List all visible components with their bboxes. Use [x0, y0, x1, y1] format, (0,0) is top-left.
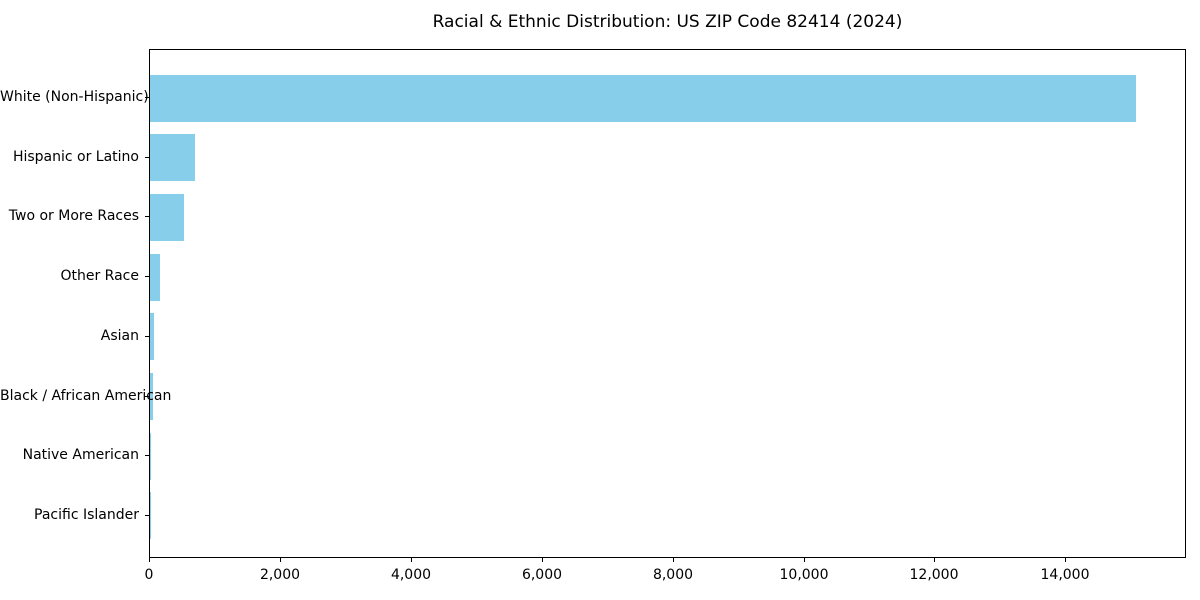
bar-asian — [150, 313, 154, 361]
bar-black-african-american — [150, 373, 153, 420]
y-tick-label: Pacific Islander — [34, 507, 139, 523]
x-tick-mark — [1065, 558, 1066, 562]
x-tick-mark — [673, 558, 674, 562]
y-tick-mark — [145, 276, 149, 277]
y-tick-label: Two or More Races — [8, 208, 139, 224]
y-tick-mark — [145, 97, 149, 98]
bar-other-race — [150, 253, 161, 301]
plot-area — [149, 49, 1186, 558]
y-tick-label: Hispanic or Latino — [12, 149, 139, 165]
x-tick-label: 0 — [144, 567, 154, 583]
x-tick-mark — [149, 558, 150, 562]
y-tick-label: Black / African American — [0, 388, 172, 404]
y-tick-mark — [145, 216, 149, 217]
chart-title: Racial & Ethnic Distribution: US ZIP Cod… — [432, 12, 903, 32]
y-tick-mark — [145, 515, 149, 516]
x-tick-mark — [280, 558, 281, 562]
x-tick-label: 6,000 — [521, 567, 563, 583]
x-tick-mark — [804, 558, 805, 562]
y-tick-mark — [145, 157, 149, 158]
x-tick-label: 8,000 — [652, 567, 694, 583]
bar-hispanic-or-latino — [150, 134, 196, 182]
x-tick-mark — [934, 558, 935, 562]
y-tick-label: Native American — [22, 447, 139, 463]
x-tick-label: 10,000 — [779, 567, 829, 583]
y-tick-label: Other Race — [60, 268, 139, 284]
y-tick-mark — [145, 336, 149, 337]
y-tick-mark — [145, 396, 149, 397]
x-tick-label: 12,000 — [909, 567, 959, 583]
x-tick-label: 14,000 — [1040, 567, 1090, 583]
x-tick-mark — [542, 558, 543, 562]
x-tick-label: 4,000 — [390, 567, 432, 583]
bar-white-non-hispanic — [150, 74, 1136, 122]
y-tick-label: White (Non-Hispanic) — [0, 89, 149, 105]
y-tick-label: Asian — [100, 328, 139, 344]
y-tick-mark — [145, 455, 149, 456]
x-tick-label: 2,000 — [259, 567, 301, 583]
bar-native-american — [150, 432, 151, 480]
bar-two-or-more-races — [150, 193, 185, 241]
x-tick-mark — [411, 558, 412, 562]
